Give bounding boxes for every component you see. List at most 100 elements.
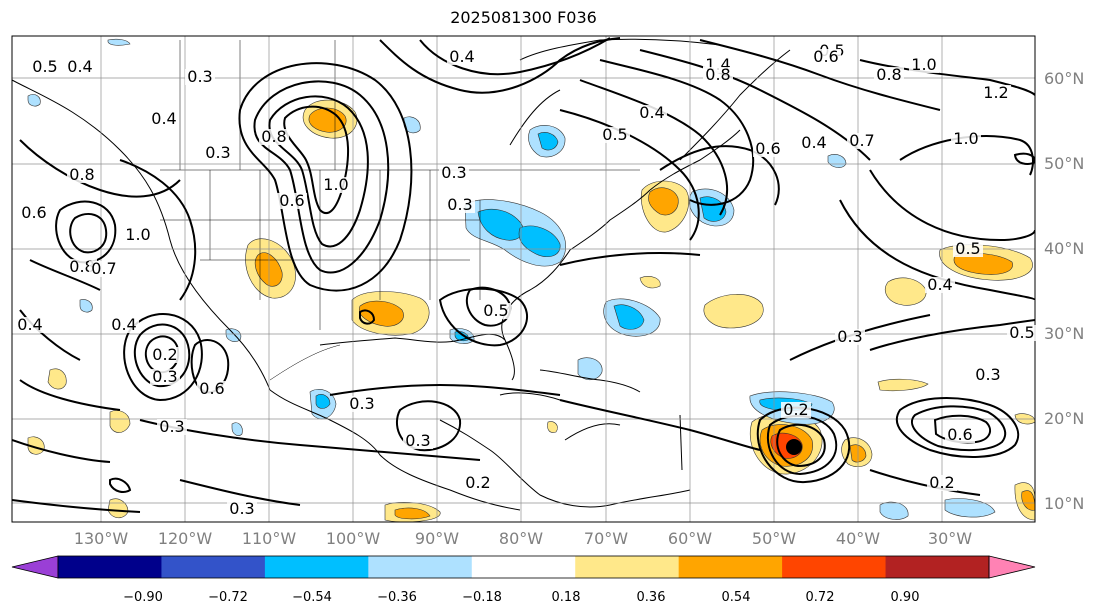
lat-label: 30°N [1044,324,1084,343]
contour-label: 0.3 [187,67,212,86]
contour-label-bg [149,111,179,127]
political-borders [160,40,640,381]
contour-label: 0.6 [21,203,46,222]
contour-label: 0.8 [705,65,730,84]
contour-label-bg [463,475,493,491]
contour-label: 0.5 [483,301,508,320]
colorbar-tick-label: −0.36 [377,590,417,605]
contour-label: 0.2 [929,473,954,492]
map-frame [11,35,1036,523]
lat-label: 60°N [1044,69,1084,88]
colorbar-tick-label: −0.18 [462,590,502,605]
colorbar-tick-label: 0.72 [806,590,835,605]
contour-label-bg [445,197,475,213]
contour-label: 0.6 [199,379,224,398]
contour-label: 0.3 [159,417,184,436]
contour-label-bg [89,261,119,277]
contour-label-bg [403,433,433,449]
contour-label-bg [781,402,811,418]
contour-label-bg [185,69,215,85]
contour-label-bg [1007,325,1037,341]
colorbar-band [782,556,887,578]
colorbar-tick-label: −0.90 [123,590,163,605]
contour-label: 0.2 [783,400,808,419]
contour-label-bg [197,381,227,397]
contour-label: 0.4 [111,315,136,334]
contour-label-bg [847,133,877,149]
contour-label: 0.6 [947,425,972,444]
colorbar-band [264,556,369,578]
contour-label: 0.3 [837,327,862,346]
contour-label-bg [347,396,377,412]
lon-label: 130°W [74,529,129,548]
contour-label-bg [874,67,904,83]
lon-label: 90°W [415,529,459,548]
contour-label: 0.4 [151,109,176,128]
contour-label: 0.7 [849,131,874,150]
contour-label-bg [15,317,45,333]
colorbar-tick-label: −0.72 [208,590,248,605]
contour-label: 0.6 [813,47,838,66]
contour-label: 0.6 [279,191,304,210]
contour-label: 0.4 [67,57,92,76]
contour-label: 0.2 [465,473,490,492]
contour-label-bg [600,127,630,143]
contour-label: 0.8 [69,165,94,184]
contour-label-bg [439,165,469,181]
shaded-anomalies [27,38,1035,522]
contour-label-bg [65,59,95,75]
contour-label: 0.4 [449,47,474,66]
colorbar [11,555,1036,579]
contour-label-bg [109,317,139,333]
contour-label: 0.4 [17,315,42,334]
lon-label: 110°W [242,529,297,548]
lat-label: 10°N [1044,494,1084,513]
colorbar-band [161,556,266,578]
colorbar-band [885,556,990,578]
contour-label-bg [30,59,60,75]
lat-label: 50°N [1044,154,1084,173]
coastlines [12,38,791,511]
contour-label-bg [447,49,477,65]
contour-label: 1.0 [953,129,978,148]
contour-label-bg [321,177,351,193]
contour-label: 0.3 [349,394,374,413]
contour-label: 0.7 [91,259,116,278]
latitude-axis: 60°N 50°N 40°N 30°N 20°N 10°N [1044,69,1084,513]
colorbar-band [58,556,162,578]
contour-label: 0.5 [602,125,627,144]
lon-label: 100°W [326,529,381,548]
colorbar-frame [57,555,990,579]
contour-label-bg [925,277,955,293]
colorbar-band [368,556,473,578]
contour-label-bg [19,205,49,221]
contour-label: 0.3 [229,499,254,518]
storm-center-marker [786,439,802,455]
contour-label: 0.4 [639,103,664,122]
contour-label-bg [951,131,981,147]
contour-label-bg [203,145,233,161]
contour-label: 0.3 [441,163,466,182]
contour-label: 0.3 [447,195,472,214]
map-title: 2025081300 F036 [450,8,597,27]
colorbar-tick-label: 0.90 [891,590,920,605]
contour-label: 0.4 [927,275,952,294]
colorbar-band [471,556,576,578]
contour-label-bg [150,347,180,363]
longitude-axis: 130°W 120°W 110°W 100°W 90°W 80°W 70°W 6… [74,529,972,548]
contour-label: 0.3 [205,143,230,162]
contour-label-bg [259,129,289,145]
colorbar-tick-label: −0.54 [292,590,332,605]
contour-label: 0.5 [955,239,980,258]
contour-label-bg [835,329,865,345]
contour-label: 0.8 [69,257,94,276]
colorbar-extend-low [11,555,59,579]
lon-label: 80°W [499,529,543,548]
colorbar-band [575,556,680,578]
lon-label: 60°W [668,529,712,548]
contour-label-bg [753,141,783,157]
contour-label-bg [953,241,983,257]
colorbar-tick-label: 0.54 [722,590,751,605]
contour-label-bg [277,193,307,209]
colorbar-ticks: −0.90 −0.72 −0.54 −0.36 −0.18 0.18 0.36 … [123,590,919,605]
